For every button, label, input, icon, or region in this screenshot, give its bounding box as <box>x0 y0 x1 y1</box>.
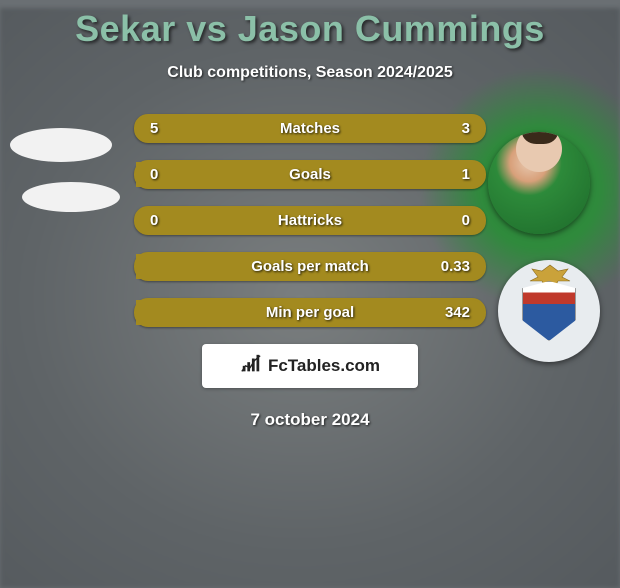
page-title: Sekar vs Jason Cummings <box>0 8 620 50</box>
stat-value-right: 1 <box>462 162 470 187</box>
stat-value-right: 342 <box>445 300 470 325</box>
stat-value-right: 0 <box>462 208 470 233</box>
chart-icon <box>240 353 262 380</box>
subtitle: Club competitions, Season 2024/2025 <box>0 64 620 82</box>
stat-value-right: 0.33 <box>441 254 470 279</box>
stat-label: Matches <box>136 116 484 141</box>
stat-label: Hattricks <box>136 208 484 233</box>
stat-label: Goals <box>136 162 484 187</box>
stat-row: 0Hattricks0 <box>134 206 486 235</box>
content-root: Sekar vs Jason Cummings Club competition… <box>0 8 620 430</box>
stat-value-right: 3 <box>462 116 470 141</box>
date-text: 7 october 2024 <box>0 410 620 430</box>
stat-row: Goals per match0.33 <box>134 252 486 281</box>
stat-label: Goals per match <box>136 254 484 279</box>
watermark: FcTables.com <box>202 344 418 388</box>
stats-container: 5Matches30Goals10Hattricks0Goals per mat… <box>0 114 620 327</box>
stat-row: 5Matches3 <box>134 114 486 143</box>
stat-row: 0Goals1 <box>134 160 486 189</box>
watermark-text: FcTables.com <box>268 356 380 376</box>
stat-row: Min per goal342 <box>134 298 486 327</box>
stat-label: Min per goal <box>136 300 484 325</box>
